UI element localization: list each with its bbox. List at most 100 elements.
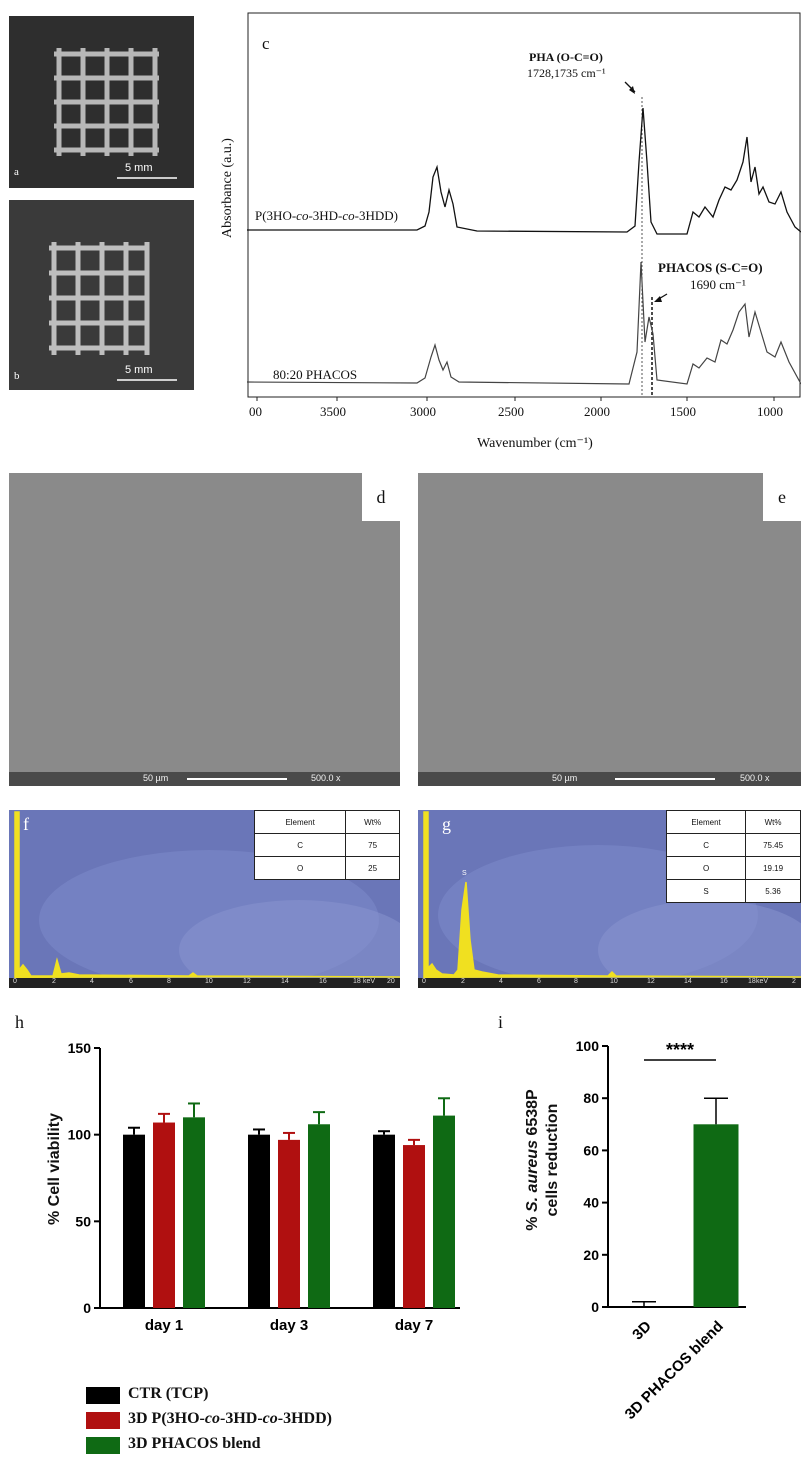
y-tick-label: 80 (583, 1090, 599, 1106)
y-tick-label: 150 (68, 1040, 92, 1056)
tick-label: 2 (461, 978, 465, 985)
panel-letter-f: f (23, 814, 29, 834)
edx-peak-label: S (462, 870, 467, 877)
tick-label: 4 (499, 978, 503, 985)
bar (693, 1124, 739, 1307)
table-cell: C (253, 833, 347, 857)
y-tick-label: 50 (75, 1213, 91, 1229)
tick-label: 12 (243, 978, 251, 985)
y-axis-label-h: % Cell viability (46, 1112, 63, 1226)
y-tick-label: 20 (583, 1247, 599, 1263)
tick-label: 0 (422, 978, 426, 985)
table-cell: 5.36 (745, 879, 801, 903)
series-label-pha: P(3HO-co-3HD-co-3HDD) (253, 208, 400, 224)
tick-label: 3000 (410, 404, 436, 419)
table-header: Element (253, 810, 347, 834)
legend-swatch (86, 1412, 120, 1429)
legend-h: CTR (TCP) 3D P(3HO-co-3HD-co-3HDD) 3D PH… (86, 1385, 446, 1460)
sem-scale-line (615, 778, 715, 780)
legend-item: CTR (TCP) (86, 1385, 446, 1407)
table-cell: O (253, 856, 347, 880)
tick-label: 1500 (670, 404, 696, 419)
x-tick-label: day 1 (145, 1317, 183, 1334)
panel-letter-b: b (14, 370, 20, 382)
edx-plot-f (9, 811, 400, 988)
y-tick-label: 40 (583, 1195, 599, 1211)
y-axis-label-i: % S. aureus 6538P cells reduction (523, 1055, 567, 1265)
table-cell: 19.19 (745, 856, 801, 880)
sem-scale-text: 50 µm (552, 773, 578, 783)
table-cell: 75 (345, 833, 400, 857)
edx-spectrum-g: g S Element Wt% C 75.45 O 19.19 S 5.36 0 2 4… (418, 810, 801, 988)
tick-label: 16 (720, 978, 728, 985)
x-tick-label: 3D (629, 1318, 655, 1344)
table-cell: C (665, 833, 747, 857)
tick-label: 6 (537, 978, 541, 985)
bar (183, 1117, 205, 1308)
bar (248, 1134, 270, 1308)
tick-label: 14 (684, 978, 692, 985)
tick-label: 8 (574, 978, 578, 985)
legend-swatch (86, 1437, 120, 1454)
panel-letter-h: h (15, 1012, 24, 1032)
significance-label: **** (666, 1040, 694, 1060)
sem-mag-text: 500.0 x (740, 773, 770, 783)
ftir-spectra (246, 12, 801, 401)
bar (308, 1124, 330, 1308)
bar (373, 1134, 395, 1308)
panel-letter-a: a (14, 166, 19, 178)
tick-label: 6 (129, 978, 133, 985)
tick-label: 20 (387, 978, 395, 985)
spectrum-pha (247, 107, 801, 235)
x-tick-label: day 7 (395, 1317, 433, 1334)
series-label-phacos: 80:20 PHACOS (273, 367, 358, 382)
bar (403, 1145, 425, 1308)
legend-label: 3D P(3HO-co-3HD-co-3HDD) (128, 1410, 332, 1427)
sem-scalebar-d: 50 µm 500.0 x (9, 772, 400, 786)
tick-label: 10 (610, 978, 618, 985)
tick-label: 3500 (320, 404, 346, 419)
table-cell: S (665, 879, 747, 903)
legend-swatch (86, 1387, 120, 1404)
scaffold-photo-b: b 5 mm (9, 200, 194, 390)
tick-label: 1000 (757, 404, 783, 419)
x-axis-label: Wavenumber (cm⁻¹) (477, 436, 593, 451)
sem-image-d: d 50 µm 500.0 x (9, 473, 400, 786)
tick-label: 0 (13, 978, 17, 985)
edx-table-g: Element Wt% C 75.45 O 19.19 S 5.36 (665, 810, 801, 903)
table-cell: 75.45 (745, 833, 801, 857)
table-header: Wt% (745, 810, 801, 834)
sem-scale-text: 50 µm (143, 773, 169, 783)
scaffold-photo-a: a 5 mm (9, 16, 194, 188)
scale-label-b: 5 mm (125, 364, 153, 376)
y-tick-label: 0 (591, 1299, 599, 1315)
legend-item: 3D PHACOS blend (86, 1435, 446, 1457)
legend-label: 3D PHACOS blend (128, 1435, 261, 1452)
scaffold-grid-b (9, 200, 194, 390)
y-tick-label: 100 (576, 1038, 600, 1054)
y-tick-label: 0 (83, 1300, 91, 1316)
tick-label: 14 (281, 978, 289, 985)
tick-label: 00 (249, 404, 262, 419)
table-cell: 25 (345, 856, 400, 880)
y-axis-label-line2: cells reduction (544, 1103, 561, 1217)
panel-letter-d: d (362, 473, 400, 521)
tick-label: 4 (90, 978, 94, 985)
edx-axis-f: 0 2 4 6 8 10 12 14 16 18 keV 20 (9, 978, 400, 988)
tick-label: 2 (52, 978, 56, 985)
bar (278, 1139, 300, 1308)
table-header: Element (665, 810, 747, 834)
tick-label: 18 (353, 978, 361, 985)
edx-axis-g: 0 2 4 6 8 10 12 14 16 18 keV 2 (418, 978, 801, 988)
tick-label: 2000 (584, 404, 610, 419)
sem-image-e: e 50 µm 500.0 x (418, 473, 801, 786)
sem-mag-text: 500.0 x (311, 773, 341, 783)
tick-label: 2500 (498, 404, 524, 419)
unit-label: keV (363, 978, 376, 985)
annotation-pha-value: 1728,1735 cm⁻¹ (527, 66, 606, 80)
bar (433, 1115, 455, 1308)
scale-label-a: 5 mm (125, 162, 153, 174)
edx-table-f: Element Wt% C 75 O 25 (253, 810, 400, 880)
panel-letter-e: e (763, 473, 801, 521)
